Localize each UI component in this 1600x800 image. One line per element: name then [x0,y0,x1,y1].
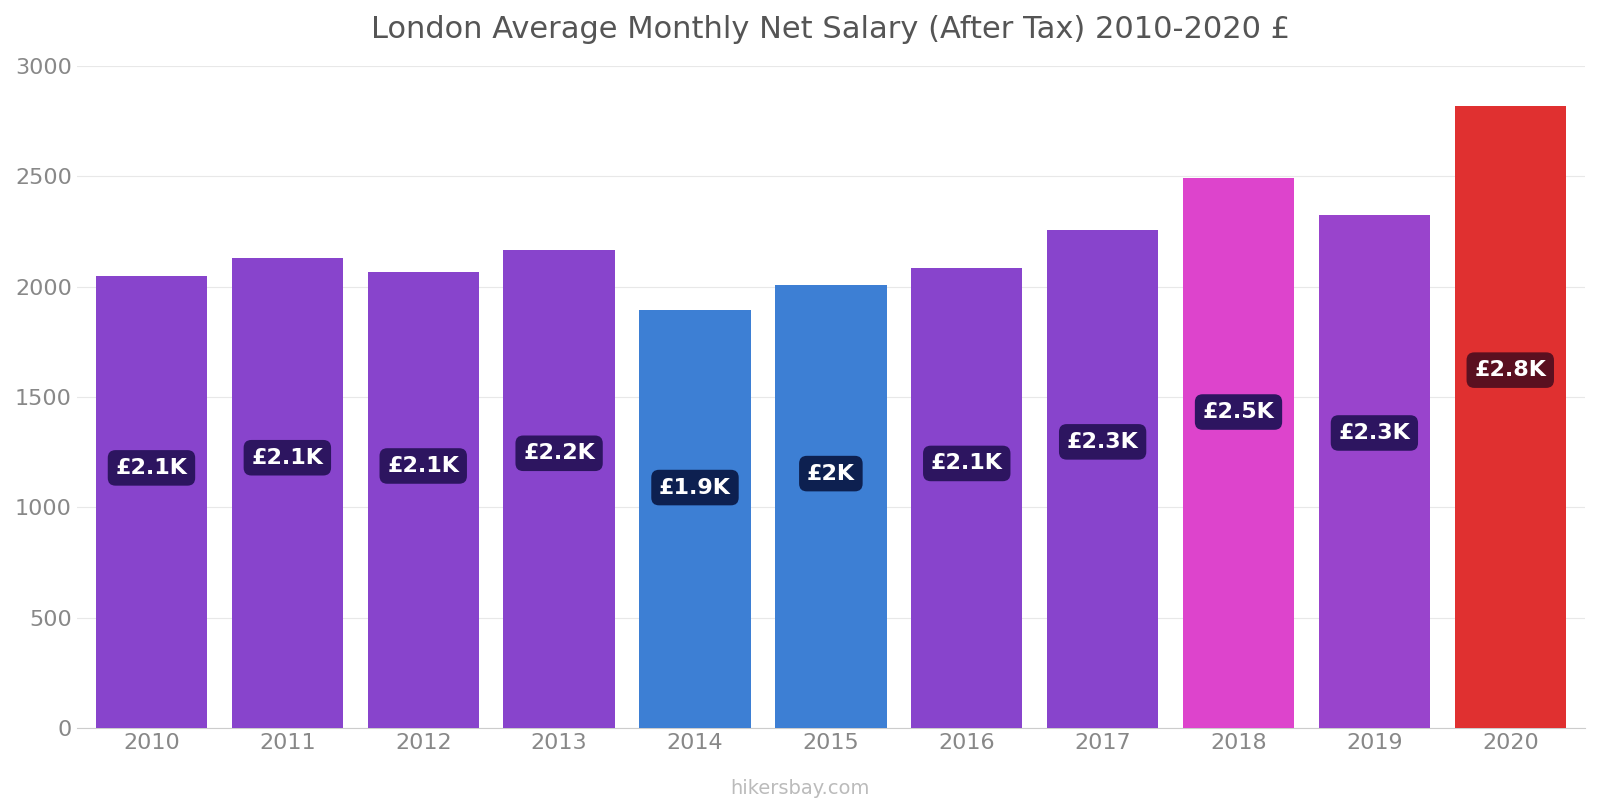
Bar [1046,230,1158,728]
Bar [1318,215,1430,728]
Text: £2.8K: £2.8K [1474,360,1546,380]
Bar [774,286,886,728]
Text: £2.3K: £2.3K [1339,423,1410,443]
Text: £2.2K: £2.2K [523,443,595,463]
Title: London Average Monthly Net Salary (After Tax) 2010-2020 £: London Average Monthly Net Salary (After… [371,15,1291,44]
Text: £2.1K: £2.1K [251,448,323,468]
Text: £2K: £2K [806,463,854,483]
Text: £1.9K: £1.9K [659,478,731,498]
Bar [504,250,614,728]
Text: £2.3K: £2.3K [1067,432,1139,452]
Bar [1454,106,1566,728]
Bar [232,258,342,728]
Bar [96,275,206,728]
Text: £2.5K: £2.5K [1203,402,1274,422]
Bar [1182,178,1294,728]
Text: hikersbay.com: hikersbay.com [730,778,870,798]
Bar [910,268,1022,728]
Text: £2.1K: £2.1K [387,456,459,476]
Text: £2.1K: £2.1K [115,458,187,478]
Bar [368,272,478,728]
Text: £2.1K: £2.1K [931,454,1003,474]
Bar [640,310,750,728]
